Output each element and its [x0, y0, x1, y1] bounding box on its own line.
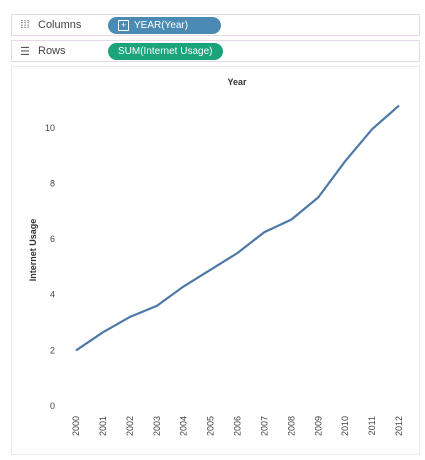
- expand-plus-icon[interactable]: +: [118, 19, 129, 31]
- x-tick-label: 2006: [233, 416, 243, 436]
- x-tick-label: 2004: [179, 416, 189, 436]
- x-tick-label: 2002: [125, 416, 135, 436]
- y-tick-label: 0: [50, 401, 55, 411]
- x-axis: 2000 2001 2002 2003 2004 2005 2006 2007 2008 2009…: [71, 416, 404, 436]
- y-tick-label: 10: [45, 123, 55, 133]
- chart-frame: [11, 66, 420, 455]
- x-tick-label: 2008: [286, 416, 296, 436]
- y-axis: 0 2 4 6 8 10: [45, 123, 55, 411]
- columns-shelf-label: ⁞⁞⁞ Columns: [12, 15, 108, 35]
- y-tick-label: 8: [50, 178, 55, 188]
- columns-icon: ⁞⁞⁞: [20, 19, 30, 31]
- columns-label-text: Columns: [38, 19, 82, 31]
- series-line[interactable]: [75, 104, 400, 352]
- x-tick-label: 2012: [394, 416, 404, 436]
- x-tick-label: 2010: [340, 416, 350, 436]
- x-tick-label: 2011: [367, 416, 377, 435]
- rows-shelf-label: ☰ Rows: [12, 41, 108, 61]
- x-tick-label: 2005: [206, 416, 216, 436]
- columns-shelf: ⁞⁞⁞ Columns + YEAR(Year): [11, 14, 420, 36]
- rows-icon: ☰: [20, 45, 30, 58]
- x-tick-label: 2009: [313, 416, 323, 436]
- x-tick-label: 2000: [71, 416, 81, 436]
- x-tick-label: 2001: [98, 416, 108, 436]
- internet-usage-pill[interactable]: SUM(Internet Usage): [108, 42, 223, 60]
- x-tick-label: 2007: [259, 416, 269, 436]
- year-pill-text: YEAR(Year): [134, 19, 189, 31]
- series-group: [75, 104, 400, 352]
- year-pill[interactable]: + YEAR(Year): [108, 16, 221, 34]
- y-axis-title: Internet Usage: [28, 219, 38, 282]
- chart-title: Year: [227, 77, 247, 87]
- y-tick-label: 4: [50, 290, 55, 300]
- y-tick-label: 6: [50, 234, 55, 244]
- y-tick-label: 2: [50, 345, 55, 355]
- rows-shelf: ☰ Rows SUM(Internet Usage): [11, 40, 420, 62]
- internet-usage-pill-text: SUM(Internet Usage): [118, 45, 213, 57]
- x-tick-label: 2003: [152, 416, 162, 436]
- rows-label-text: Rows: [38, 45, 66, 57]
